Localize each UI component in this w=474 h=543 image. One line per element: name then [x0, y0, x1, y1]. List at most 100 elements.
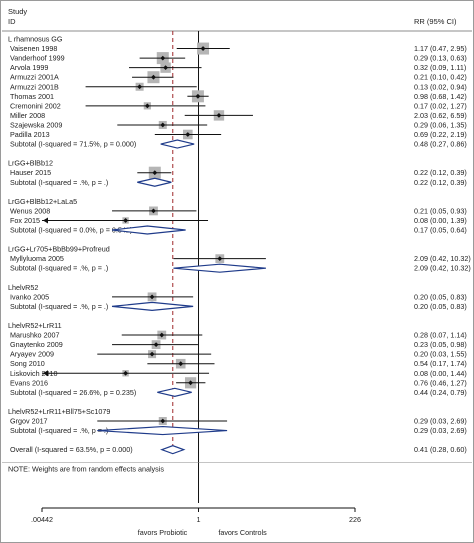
study-ci: 0.20 (0.05, 0.83) [414, 292, 467, 301]
point-estimate [160, 122, 166, 128]
point-estimate [163, 65, 169, 71]
x-tick-label: 226 [349, 515, 361, 524]
group-label: LrGG+BlBb12 [8, 159, 53, 168]
study-label: Szajewska 2009 [10, 120, 62, 129]
x-axis: .00442 1 226 favors Probiotic favors Control… [31, 507, 361, 537]
study-label: Liskovich 2010 [10, 369, 58, 378]
footnote: NOTE: Weights are from random effects an… [8, 464, 164, 473]
overall-label: Overall (I-squared = 63.5%, p = 0.000) [10, 445, 133, 454]
study-label: Ivanko 2005 [10, 292, 49, 301]
study-label: Myllyluoma 2005 [10, 254, 64, 263]
point-estimate [151, 208, 156, 214]
group-label: LrGG+BlBb12+LaLa5 [8, 197, 77, 206]
study-label: Aryayev 2009 [10, 350, 54, 359]
subtotal-diamond [97, 425, 228, 436]
study-ci: 0.29 (0.03, 2.69) [414, 417, 467, 426]
subtotal-label: Subtotal (I-squared = 71.5%, p = 0.000) [10, 140, 136, 149]
subtotal-ci: 0.29 (0.03, 2.69) [414, 426, 467, 435]
point-estimate [195, 93, 201, 99]
group-label: LhelvR52 [8, 283, 38, 292]
point-estimate [217, 256, 223, 262]
point-estimate [151, 74, 156, 80]
study-label: Armuzzi 2001B [10, 82, 59, 91]
study-label: Song 2010 [10, 359, 45, 368]
study-ci: 0.98 (0.68, 1.42) [414, 92, 467, 101]
subtotal-ci: 0.48 (0.27, 0.86) [414, 140, 467, 149]
study-label: Grgov 2017 [10, 417, 48, 426]
point-estimate [159, 332, 165, 338]
point-estimate [149, 294, 155, 300]
study-label: Wenus 2008 [10, 206, 50, 215]
subtotal-label: Subtotal (I-squared = 0.0%, p = 0.542) [10, 226, 132, 235]
subtotal-ci: 0.44 (0.24, 0.79) [414, 388, 467, 397]
subtotal-label: Subtotal (I-squared = 26.6%, p = 0.235) [10, 388, 136, 397]
subtotal-label: Subtotal (I-squared = .%, p = .) [10, 426, 108, 435]
study-label: Evans 2016 [10, 378, 48, 387]
study-label: Fox 2015 [10, 216, 40, 225]
point-estimate [123, 370, 129, 376]
point-estimate [123, 218, 129, 223]
subtotal-ci: 0.20 (0.05, 0.83) [414, 302, 467, 311]
ci-arrow-left [43, 217, 48, 224]
study-label: Padilla 2013 [10, 130, 50, 139]
group-label: LrGG+Lr705+BbBb99+Profreud [8, 245, 110, 254]
point-estimate [160, 418, 166, 424]
study-ci: 0.23 (0.05, 0.98) [414, 340, 467, 349]
study-ci: 0.13 (0.02, 0.94) [414, 82, 467, 91]
group-label: LhelvR52+LrR11+Bll75+Sc1079 [8, 407, 110, 416]
study-ci: 0.08 (0.00, 1.44) [414, 369, 467, 378]
favors-probiotic-label: favors Probiotic [138, 528, 188, 537]
study-ci: 0.21 (0.05, 0.93) [414, 206, 467, 215]
study-ci: 0.32 (0.09, 1.11) [414, 63, 466, 72]
x-tick-label: 1 [197, 515, 201, 524]
study-ci: 0.22 (0.12, 0.39) [414, 168, 467, 177]
study-ci: 2.03 (0.62, 6.59) [414, 111, 467, 120]
study-label: Armuzzi 2001A [10, 73, 59, 82]
study-label: Thomas 2001 [10, 92, 54, 101]
point-estimate [188, 380, 193, 386]
study-label: Gnaytenko 2009 [10, 340, 63, 349]
subtotal-ci: 2.09 (0.42, 10.32) [414, 264, 471, 273]
x-tick-label: .00442 [31, 515, 53, 524]
subtotal-diamond [137, 177, 172, 187]
study-ci: 2.09 (0.42, 10.32) [414, 254, 471, 263]
header-rr-ci: RR (95% CI) [414, 17, 457, 26]
study-ci: 0.28 (0.07, 1.14) [414, 331, 467, 340]
subtotal-label: Subtotal (I-squared = .%, p = .) [10, 264, 108, 273]
study-label: Arvola 1999 [10, 63, 48, 72]
study-label: Vaisenen 1998 [10, 44, 57, 53]
point-estimate [137, 84, 143, 90]
point-estimate [185, 132, 191, 137]
subtotal-diamond [173, 263, 266, 273]
subtotal-diamond [111, 225, 186, 235]
header-study: Study [8, 7, 27, 16]
point-estimate [153, 342, 159, 347]
study-ci: 0.29 (0.06, 1.35) [414, 120, 467, 129]
study-ci: 0.08 (0.00, 1.39) [414, 216, 467, 225]
point-estimate [178, 361, 184, 367]
study-label: Cremonini 2002 [10, 101, 61, 110]
point-estimate [152, 170, 158, 176]
study-ci: 1.17 (0.47, 2.95) [414, 44, 467, 53]
study-ci: 0.76 (0.46, 1.27) [414, 378, 467, 387]
point-estimate [149, 351, 155, 357]
study-label: Hauser 2015 [10, 168, 51, 177]
point-estimate [216, 113, 222, 118]
overall-ci: 0.41 (0.28, 0.60) [414, 445, 467, 454]
ci-arrow-left [43, 370, 48, 377]
subtotal-ci: 0.17 (0.05, 0.64) [414, 226, 467, 235]
study-ci: 0.21 (0.10, 0.42) [414, 73, 467, 82]
overall-diamond [160, 445, 186, 455]
subtotal-diamond [111, 301, 194, 312]
point-estimate [160, 55, 166, 61]
study-ci: 0.69 (0.22, 2.19) [414, 130, 467, 139]
study-label: Vanderhoof 1999 [10, 54, 65, 63]
study-ci: 0.29 (0.13, 0.63) [414, 54, 467, 63]
subtotal-diamond [160, 139, 195, 149]
group-label: LhelvR52+LrR11 [8, 321, 62, 330]
point-estimate [200, 46, 206, 51]
point-estimate [144, 103, 150, 109]
